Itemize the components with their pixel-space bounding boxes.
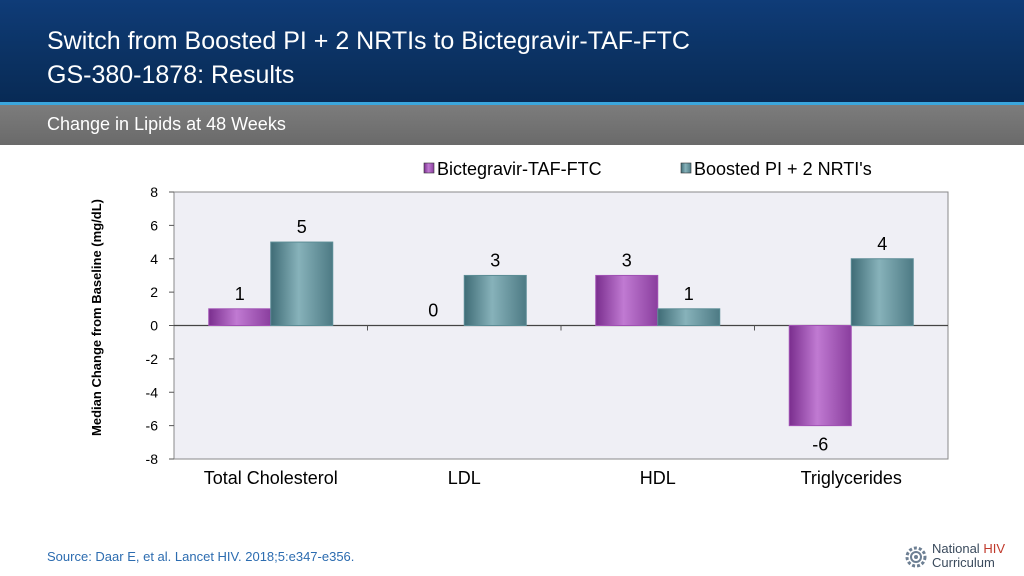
header-divider [0,102,1024,105]
category-label: Total Cholesterol [204,468,338,488]
y-tick-label: 2 [150,284,158,300]
legend-swatch [423,162,435,174]
y-tick-label: -6 [146,418,159,434]
data-label: 3 [622,250,632,270]
data-label: 3 [490,250,500,270]
header-bar: Switch from Boosted PI + 2 NRTIs to Bict… [0,0,1024,102]
category-label: Triglycerides [801,468,902,488]
y-tick-label: -2 [146,351,159,367]
data-label: 1 [684,284,694,304]
category-label: LDL [448,468,481,488]
bar [595,274,659,326]
y-tick-label: -8 [146,451,159,467]
legend-label: Bictegravir-TAF-FTC [437,159,602,179]
y-tick-label: 8 [150,184,158,200]
page-title: Switch from Boosted PI + 2 NRTIs to Bict… [47,24,690,92]
gear-icon [905,546,927,568]
subtitle-bar: Change in Lipids at 48 Weeks [0,105,1024,145]
y-tick-label: 4 [150,251,158,267]
legend-label: Boosted PI + 2 NRTI's [694,159,872,179]
bar [850,258,914,326]
title-line-1: Switch from Boosted PI + 2 NRTIs to Bict… [47,27,690,55]
bar [270,241,334,326]
legend-swatch [680,162,692,174]
data-label: -6 [812,435,828,455]
bar [208,308,272,326]
source-citation: Source: Daar E, et al. Lancet HIV. 2018;… [47,549,355,564]
title-line-2: GS-380-1878: Results [47,61,295,89]
chart-subtitle: Change in Lipids at 48 Weeks [47,114,286,134]
logo-text: National HIV Curriculum [932,542,1005,570]
logo-word-hiv: HIV [983,541,1005,556]
data-label: 4 [877,234,887,254]
y-tick-label: -4 [146,384,159,400]
bar [463,274,527,326]
bar [657,308,721,326]
bar [788,325,852,427]
data-label: 1 [235,284,245,304]
data-label: 0 [428,301,438,321]
category-label: HDL [640,468,676,488]
y-tick-label: 6 [150,217,158,233]
y-axis-label: Median Change from Baseline (mg/dL) [89,199,104,436]
y-tick-label: 0 [150,318,158,334]
logo-word-curriculum: Curriculum [932,555,995,570]
national-hiv-curriculum-logo: National HIV Curriculum [902,540,1022,574]
data-label: 5 [297,217,307,237]
logo-word-national: National [932,541,984,556]
